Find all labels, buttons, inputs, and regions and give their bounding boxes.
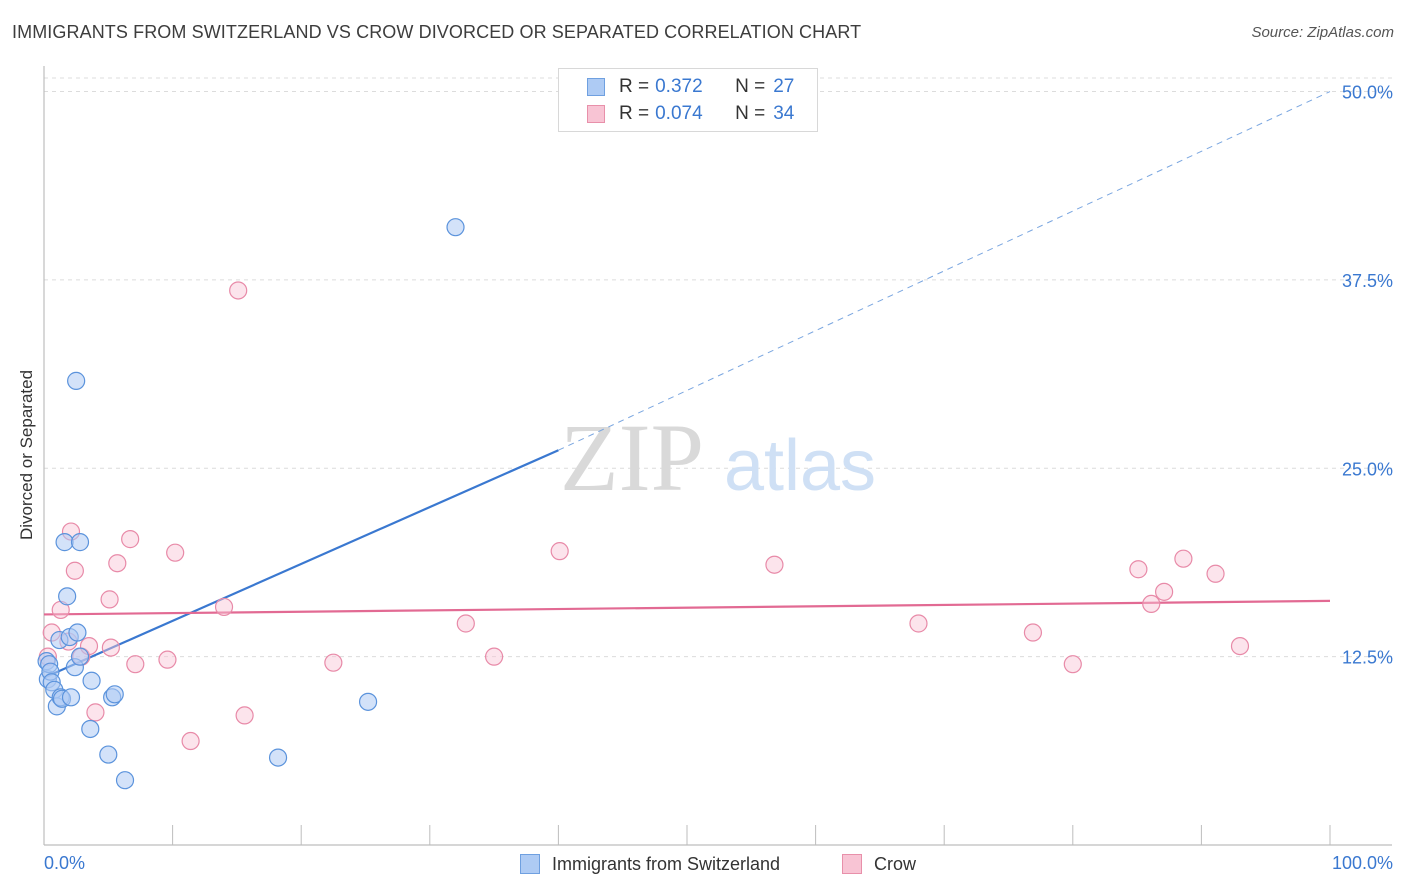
- legend-row-switzerland: R = 0.372 N = 27: [587, 75, 794, 99]
- trend-line-switzerland-extension: [558, 91, 1331, 451]
- bottom-legend-label-switzerland: Immigrants from Switzerland: [552, 853, 781, 874]
- legend-r-value-crow: 0.074: [655, 103, 703, 124]
- legend-box: R = 0.372 N = 27 R = 0.074 N = 34: [558, 68, 818, 132]
- point-switzerland: [70, 533, 90, 552]
- legend-n-value-crow: 34: [773, 103, 795, 124]
- point-crow: [101, 638, 120, 657]
- point-crow: [485, 647, 504, 666]
- point-crow: [86, 703, 105, 722]
- point-crow: [1142, 594, 1161, 613]
- point-crow: [229, 281, 248, 300]
- point-switzerland: [58, 587, 77, 606]
- bottom-legend-label-crow: Crow: [874, 853, 917, 874]
- point-switzerland: [115, 771, 135, 790]
- point-switzerland: [61, 688, 81, 707]
- legend-r-label: R =: [619, 103, 650, 124]
- point-switzerland: [358, 692, 378, 711]
- bottom-legend-crow: Crow: [842, 852, 916, 876]
- trend-line-switzerland: [43, 449, 559, 679]
- data-points: [37, 218, 1250, 790]
- point-crow: [909, 614, 928, 633]
- chart-title: IMMIGRANTS FROM SWITZERLAND VS CROW DIVO…: [12, 22, 862, 42]
- point-crow: [121, 530, 140, 549]
- point-switzerland: [70, 647, 90, 666]
- legend-r-value-switzerland: 0.372: [655, 76, 703, 97]
- point-crow: [158, 650, 177, 669]
- legend-row-crow: R = 0.074 N = 34: [587, 102, 794, 126]
- point-crow: [1206, 564, 1225, 583]
- x-tick-label: 0.0%: [44, 853, 85, 873]
- point-switzerland: [55, 533, 74, 552]
- y-tick-label: 50.0%: [1342, 83, 1393, 103]
- point-switzerland: [81, 719, 100, 739]
- point-crow: [65, 561, 84, 580]
- bottom-legend-switzerland: Immigrants from Switzerland: [520, 852, 780, 876]
- point-crow: [108, 554, 127, 573]
- point-crow: [324, 653, 343, 672]
- x-tick-label: 100.0%: [1332, 853, 1393, 873]
- legend-swatch-switzerland: [587, 78, 605, 96]
- point-crow: [1023, 623, 1043, 642]
- legend-r-label: R =: [619, 76, 650, 97]
- point-switzerland: [446, 218, 465, 237]
- point-switzerland: [67, 371, 86, 390]
- point-crow: [126, 655, 145, 674]
- point-crow: [181, 731, 200, 751]
- point-crow: [1063, 655, 1082, 674]
- bottom-legend-swatch-switzerland: [520, 854, 540, 874]
- watermark-atlas: atlas: [724, 426, 876, 506]
- axes: [43, 66, 1392, 846]
- bottom-legend-swatch-crow: [842, 854, 862, 874]
- point-crow: [235, 706, 254, 725]
- point-crow: [100, 590, 119, 609]
- point-crow: [550, 542, 569, 561]
- legend-swatch-crow: [587, 105, 605, 123]
- point-crow: [1230, 636, 1250, 656]
- y-tick-label: 37.5%: [1342, 271, 1393, 291]
- tick-labels: 12.5% 25.0% 37.5% 50.0% 0.0% 100.0%: [44, 83, 1393, 873]
- point-switzerland: [82, 671, 101, 690]
- y-tick-label: 12.5%: [1342, 648, 1393, 668]
- legend-n-label: N =: [735, 103, 766, 124]
- legend-n-value-switzerland: 27: [773, 76, 795, 97]
- watermark: ZIP atlas: [560, 404, 876, 511]
- point-crow: [456, 614, 475, 633]
- watermark-zip: ZIP: [560, 404, 704, 511]
- point-crow: [1155, 582, 1174, 601]
- point-crow: [166, 543, 185, 562]
- point-switzerland: [99, 745, 118, 764]
- trend-line-crow: [43, 599, 1331, 616]
- point-switzerland: [268, 748, 288, 767]
- legend-n-label: N =: [735, 76, 766, 97]
- y-tick-label: 25.0%: [1342, 459, 1393, 479]
- point-crow: [1129, 560, 1148, 579]
- source-label: Source: ZipAtlas.com: [1251, 24, 1394, 41]
- point-crow: [765, 555, 784, 574]
- point-switzerland: [68, 623, 87, 642]
- gridlines: [44, 77, 1392, 658]
- point-crow: [1174, 549, 1193, 568]
- trend-lines: [43, 91, 1331, 679]
- point-switzerland: [105, 685, 124, 704]
- point-crow: [214, 597, 234, 617]
